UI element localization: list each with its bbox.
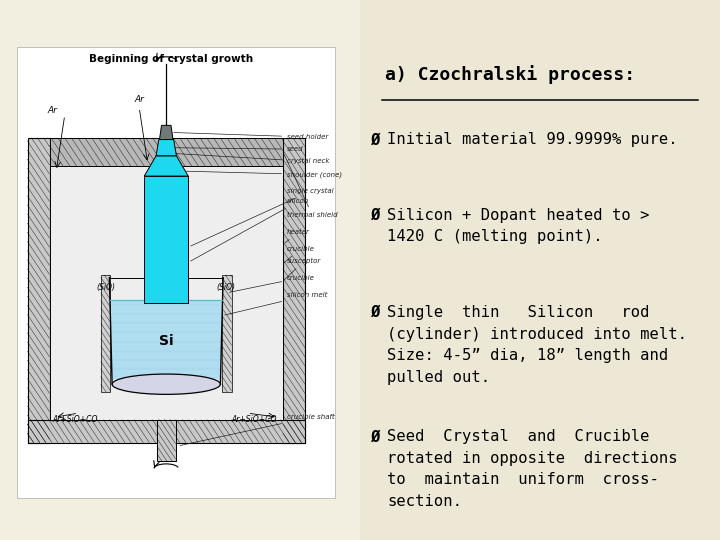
Text: susceptor: susceptor (283, 258, 321, 281)
Text: seed: seed (173, 146, 304, 152)
Text: crucible shaft: crucible shaft (180, 414, 335, 446)
Bar (27, 138, 50, 443)
Polygon shape (144, 176, 188, 303)
Bar (283, 138, 305, 443)
Text: crucible: crucible (284, 246, 315, 263)
Polygon shape (110, 300, 222, 379)
Text: thermal shield: thermal shield (284, 154, 338, 218)
Text: crystal neck: crystal neck (173, 153, 330, 164)
Text: Si: Si (159, 334, 174, 348)
Text: (SiO): (SiO) (97, 284, 116, 292)
Bar (50, 138, 283, 420)
Text: Ar: Ar (134, 96, 144, 104)
Text: Ar+SiO+CO: Ar+SiO+CO (52, 415, 98, 424)
Text: seed holder: seed holder (174, 132, 328, 140)
Text: crucible: crucible (230, 275, 315, 292)
Text: Ø: Ø (371, 305, 380, 320)
Text: Seed  Crystal  and  Crucible
rotated in opposite  directions
to  maintain  unifo: Seed Crystal and Crucible rotated in opp… (387, 429, 678, 509)
Bar (50, 138, 283, 166)
Text: a) Czochralski process:: a) Czochralski process: (385, 65, 635, 84)
Text: Silicon + Dopant heated to >
1420 C (melting point).: Silicon + Dopant heated to > 1420 C (mel… (387, 208, 650, 245)
Text: silicon melt: silicon melt (225, 292, 328, 315)
Text: Beginning of crystal growth: Beginning of crystal growth (89, 55, 253, 64)
Ellipse shape (112, 374, 220, 394)
Text: Ø: Ø (371, 132, 380, 147)
Bar (27, 420, 305, 443)
FancyBboxPatch shape (17, 46, 336, 498)
Text: heater: heater (285, 229, 310, 243)
Bar (157, 420, 176, 461)
Polygon shape (159, 125, 173, 139)
Text: Single  thin   Silicon   rod
(cylinder) introduced into melt.
Size: 4-5” dia, 18: Single thin Silicon rod (cylinder) intro… (387, 305, 688, 385)
Polygon shape (144, 156, 188, 176)
Text: (SiO): (SiO) (217, 284, 235, 292)
Bar (222, 275, 232, 392)
Text: Ø: Ø (371, 208, 380, 223)
Text: Ar+SiO+CO: Ar+SiO+CO (232, 415, 277, 424)
Polygon shape (156, 139, 176, 156)
Bar (0, 0, 360, 540)
Text: shoulder (cone): shoulder (cone) (181, 171, 342, 178)
Text: Ar: Ar (48, 106, 58, 114)
Bar (101, 275, 110, 392)
Text: Initial material 99.9999% pure.: Initial material 99.9999% pure. (387, 132, 678, 147)
Text: silicon: silicon (191, 199, 310, 261)
Text: single crystal: single crystal (191, 188, 333, 246)
Text: Ø: Ø (371, 429, 380, 444)
